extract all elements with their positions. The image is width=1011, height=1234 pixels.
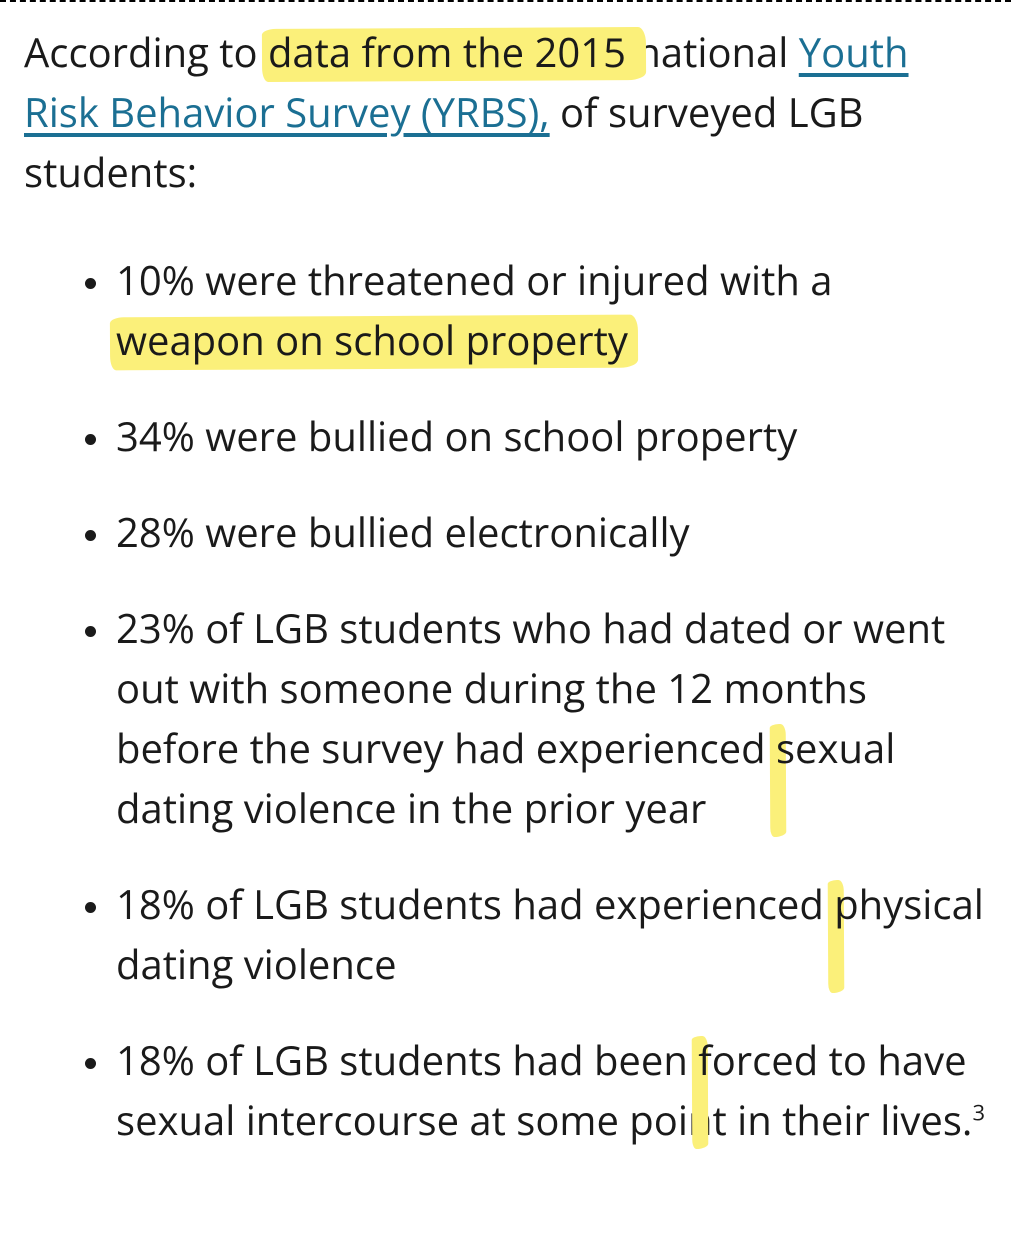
list-item: 34% were bullied on school property bbox=[114, 406, 987, 466]
list-item: 28% were bullied electronically bbox=[114, 502, 987, 562]
list-item: 10% were threatened or injured with a we… bbox=[114, 250, 987, 370]
list-item: 23% of LGB students who had dated or wen… bbox=[114, 598, 987, 838]
intro-highlight-1: data from the 2015 bbox=[268, 24, 636, 79]
highlighted-text: weapon on school property bbox=[116, 312, 628, 367]
intro-text-1: According to bbox=[24, 24, 268, 79]
body-text: 28% were bullied electronically bbox=[116, 504, 690, 559]
body-text: at some point in their lives. bbox=[459, 1092, 972, 1147]
intro-paragraph: According to data from the 2015 national… bbox=[24, 22, 987, 202]
list-item: 18% of LGB students had experienced phys… bbox=[114, 874, 987, 994]
bullet-list: 10% were threatened or injured with a we… bbox=[24, 250, 987, 1150]
intro-text-2: national bbox=[636, 24, 798, 79]
body-text: 18% of LGB students had been bbox=[116, 1032, 698, 1087]
body-text: 10% were threatened or injured with a bbox=[116, 252, 832, 307]
footnote-ref: 3 bbox=[972, 1098, 985, 1128]
body-text: 18% of LGB students had experienced bbox=[116, 876, 834, 931]
list-item: 18% of LGB students had been forced to h… bbox=[114, 1030, 987, 1150]
body-text: 34% were bullied on school property bbox=[116, 408, 797, 463]
